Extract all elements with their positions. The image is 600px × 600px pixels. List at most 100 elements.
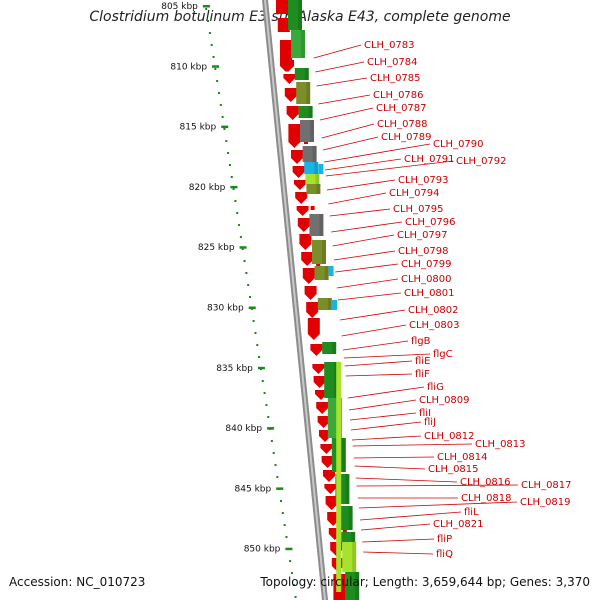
reverse-cds-block: [338, 506, 353, 530]
gene-label-leader: [337, 292, 402, 301]
gene-label: CLH_0795: [393, 204, 444, 215]
reverse-cds-shade: [301, 30, 305, 58]
forward-cds-arrow: [295, 192, 308, 204]
scale-dot: [256, 344, 259, 346]
gene-label: CLH_0798: [398, 246, 449, 257]
scale-dot: [292, 584, 295, 586]
scale-dot: [280, 500, 282, 502]
reverse-cds-block: [309, 214, 324, 236]
scale-tick: [276, 487, 284, 490]
forward-cds-arrow: [325, 496, 338, 510]
scale-tick-label: 820 kbp: [189, 183, 226, 193]
forward-cds-arrow: [301, 252, 314, 266]
topology-text: Topology: circular; Length: 3,659,644 bp…: [260, 575, 590, 589]
scale-dot: [225, 140, 228, 142]
scale-dot: [261, 380, 264, 382]
reverse-cds-shade: [312, 146, 317, 162]
gene-label: CLH_0789: [381, 132, 432, 143]
scale-dot: [238, 224, 241, 226]
scale-dot: [232, 188, 235, 190]
scale-dot: [243, 260, 246, 262]
gene-label: fliL: [464, 507, 479, 518]
gene-label: CLH_0815: [428, 464, 479, 475]
scale-tick: [285, 547, 293, 551]
gene-label-leader: [329, 208, 391, 217]
forward-cds-block: [277, 18, 290, 32]
scale-tick-label: 845 kbp: [235, 484, 272, 494]
gene-label-leader: [332, 234, 395, 247]
reverse-cds-shade: [341, 438, 346, 472]
gene-label-leader: [351, 435, 422, 441]
reverse-cds-shade: [322, 240, 326, 264]
gene-label-leader: [315, 61, 365, 73]
scale-tick: [257, 366, 265, 370]
gene-label-leader: [362, 538, 435, 543]
scale-tick: [239, 246, 247, 249]
forward-cds-arrow: [307, 318, 320, 340]
reverse-cds-shade: [315, 174, 320, 184]
gene-label: fliJ: [424, 417, 436, 428]
forward-cds-arrow: [291, 150, 303, 164]
reverse-cds-cyan-mark: [318, 164, 324, 174]
gene-label-leader: [331, 221, 403, 233]
scale-dot: [267, 416, 270, 418]
reverse-cds-block: [298, 106, 313, 118]
gene-label: CLH_0819: [520, 497, 571, 508]
reverse-cds-shade: [319, 214, 324, 236]
scale-tick: [267, 427, 275, 430]
forward-cds-arrow: [313, 376, 326, 388]
backbone-highlight: [264, 0, 326, 600]
gene-label-leader: [345, 373, 413, 377]
gene-label-leader: [360, 523, 431, 531]
scale-dot: [248, 296, 251, 298]
gene-label-leader: [355, 477, 458, 483]
scale-dot: [258, 356, 261, 358]
gene-label-leader: [347, 386, 425, 399]
gene-label: fliP: [437, 534, 452, 545]
reverse-cds-block: [324, 362, 339, 398]
forward-strand-features: [276, 0, 351, 600]
scale-dot: [210, 44, 213, 46]
reverse-cds-block: [288, 0, 302, 30]
gene-label: CLH_0787: [376, 103, 427, 114]
scale-dot: [252, 320, 255, 322]
scale-tick-label: 825 kbp: [198, 243, 235, 253]
gene-label: CLH_0803: [409, 320, 460, 331]
gene-label: CLH_0821: [433, 519, 484, 530]
forward-cds-arrow: [316, 402, 329, 414]
reverse-cds-shade: [352, 542, 357, 572]
scale-dot: [207, 20, 210, 22]
scale-dot: [263, 392, 266, 394]
reverse-cds-shade: [351, 532, 356, 542]
reverse-cds-block: [341, 532, 356, 542]
gene-label: CLH_0783: [364, 40, 415, 51]
gene-label-leader: [363, 551, 434, 555]
gene-label: CLH_0802: [408, 305, 459, 316]
gene-label: fliG: [427, 382, 444, 393]
gene-label-leader: [328, 192, 387, 205]
forward-cds-arrow: [282, 60, 294, 72]
gene-label-leader: [343, 353, 431, 359]
scale-ruler: 805 kbp 810 kbp 815 kbp 820 kbp 825 kbp 830 k…: [161, 2, 297, 598]
scale-tick-label: 805 kbp: [161, 2, 198, 12]
gene-label: CLH_0813: [475, 439, 526, 450]
gene-label-leader: [324, 143, 431, 163]
scale-dot: [265, 404, 268, 406]
gene-labels: CLH_0783 CLH_0784 CLH_0785 CLH_0786 CLH_0787…: [313, 40, 572, 560]
scale-dot: [270, 440, 273, 442]
gene-label-leader: [322, 136, 379, 151]
scale-tick: [212, 65, 220, 68]
reverse-cds-block: [312, 240, 326, 264]
gene-label: CLH_0794: [389, 188, 440, 199]
forward-cds-arrow: [299, 234, 312, 250]
scale-tick-label: 840 kbp: [225, 424, 262, 434]
scale-dot: [217, 92, 220, 94]
gene-label-leader: [318, 94, 371, 105]
genome-backbone: [262, 0, 328, 600]
gene-label-leader: [353, 456, 435, 459]
forward-cds-block: [276, 0, 288, 14]
gene-label: CLH_0786: [373, 90, 424, 101]
gene-label: CLH_0814: [437, 452, 488, 463]
scale-dot: [208, 32, 211, 34]
reverse-cds-shade: [314, 162, 319, 174]
